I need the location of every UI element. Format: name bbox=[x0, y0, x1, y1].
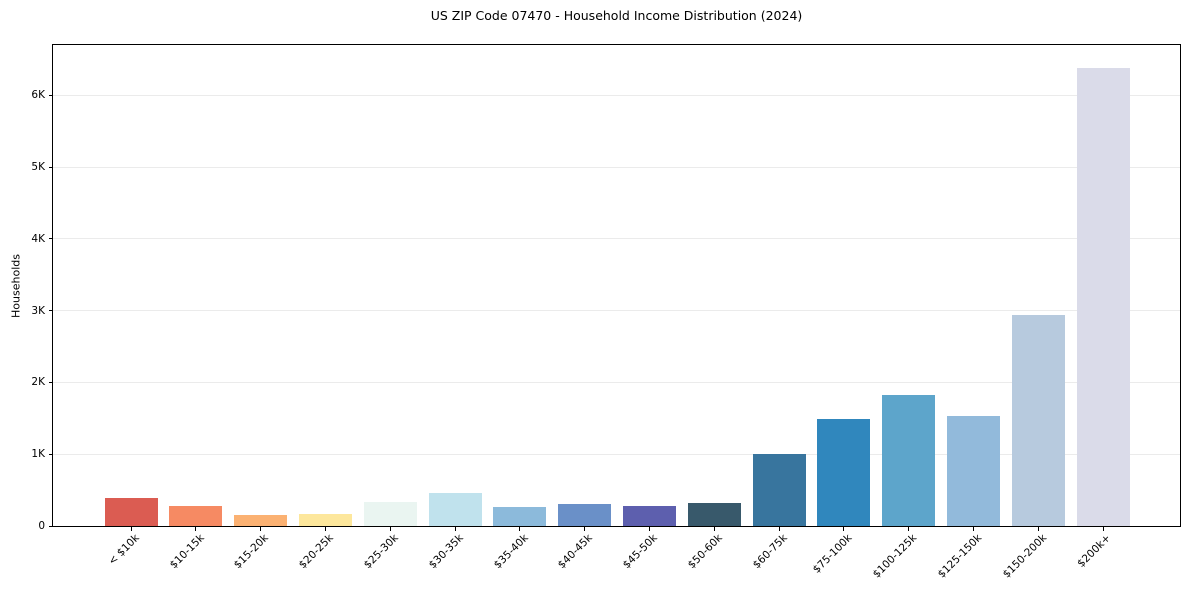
bar-60-75k bbox=[752, 453, 806, 526]
x-tick-mark bbox=[972, 527, 974, 531]
x-tick-label: $20-25k bbox=[296, 532, 336, 572]
y-tick-mark bbox=[49, 525, 53, 527]
x-tick-label: $50-60k bbox=[685, 532, 725, 572]
x-tick-label: $40-45k bbox=[555, 532, 596, 572]
x-tick-label: $10-15k bbox=[167, 532, 207, 572]
gridline bbox=[53, 310, 1180, 312]
y-tick-label: 4K bbox=[31, 232, 45, 245]
gridline bbox=[53, 381, 1180, 383]
bar-10-15k bbox=[169, 505, 223, 526]
y-tick-label: 0 bbox=[38, 520, 45, 532]
bar-125-150k bbox=[946, 415, 1000, 526]
y-tick-mark bbox=[49, 166, 53, 168]
x-tick-label: $75-100k bbox=[810, 532, 855, 576]
x-tick-label: $150-200k bbox=[1000, 532, 1049, 581]
bar-25-30k bbox=[363, 501, 417, 526]
gridline bbox=[53, 453, 1180, 455]
x-tick-label: $25-30k bbox=[361, 532, 401, 572]
x-tick-mark bbox=[648, 527, 650, 531]
x-tick-mark bbox=[130, 527, 132, 531]
x-tick-label: $45-50k bbox=[620, 532, 660, 572]
x-tick-label: $125-150k bbox=[935, 532, 984, 581]
bar-45-50k bbox=[622, 505, 676, 526]
x-tick-mark bbox=[908, 527, 910, 531]
gridline bbox=[53, 238, 1180, 240]
bar-200k bbox=[1076, 67, 1130, 526]
x-tick-mark bbox=[1037, 527, 1039, 531]
x-tick-mark bbox=[584, 527, 586, 531]
y-tick-mark bbox=[49, 94, 53, 96]
bar-100-125k bbox=[882, 394, 936, 526]
x-tick-label: $200k+ bbox=[1075, 532, 1114, 570]
x-tick-mark bbox=[778, 527, 780, 531]
x-tick-label: $15-20k bbox=[231, 532, 272, 572]
x-tick-label: < $10k bbox=[105, 532, 142, 568]
y-tick-mark bbox=[49, 453, 53, 455]
x-tick-mark bbox=[260, 527, 262, 531]
bar-40-45k bbox=[558, 504, 612, 526]
bar-150-200k bbox=[1011, 314, 1065, 526]
bar-30-35k bbox=[428, 492, 482, 526]
y-tick-mark bbox=[49, 381, 53, 383]
y-tick-mark bbox=[49, 310, 53, 312]
x-tick-mark bbox=[389, 527, 391, 531]
y-tick-label: 1K bbox=[31, 448, 45, 461]
gridline bbox=[53, 94, 1180, 96]
y-tick-mark bbox=[49, 238, 53, 240]
x-tick-mark bbox=[843, 527, 845, 531]
bar-10k bbox=[104, 498, 158, 526]
gridline bbox=[53, 166, 1180, 168]
bar-15-20k bbox=[234, 514, 288, 526]
y-tick-label: 6K bbox=[31, 89, 45, 102]
chart-title: US ZIP Code 07470 - Household Income Dis… bbox=[430, 8, 803, 23]
bar-75-100k bbox=[817, 419, 871, 526]
x-tick-mark bbox=[519, 527, 521, 531]
x-tick-mark bbox=[195, 527, 197, 531]
x-tick-label: $60-75k bbox=[750, 532, 790, 572]
x-tick-mark bbox=[454, 527, 456, 531]
bar-50-60k bbox=[687, 503, 741, 526]
x-tick-mark bbox=[1102, 527, 1104, 531]
bar-20-25k bbox=[298, 513, 352, 526]
x-tick-mark bbox=[324, 527, 326, 531]
x-tick-label: $35-40k bbox=[491, 532, 531, 572]
plot-area bbox=[52, 44, 1181, 527]
y-tick-label: 5K bbox=[31, 161, 45, 174]
x-tick-mark bbox=[713, 527, 715, 531]
bar-35-40k bbox=[493, 506, 547, 526]
y-tick-label: 2K bbox=[31, 376, 45, 389]
x-tick-label: $100-125k bbox=[870, 532, 920, 581]
y-tick-label: 3K bbox=[31, 304, 45, 317]
x-tick-label: $30-35k bbox=[426, 532, 466, 572]
